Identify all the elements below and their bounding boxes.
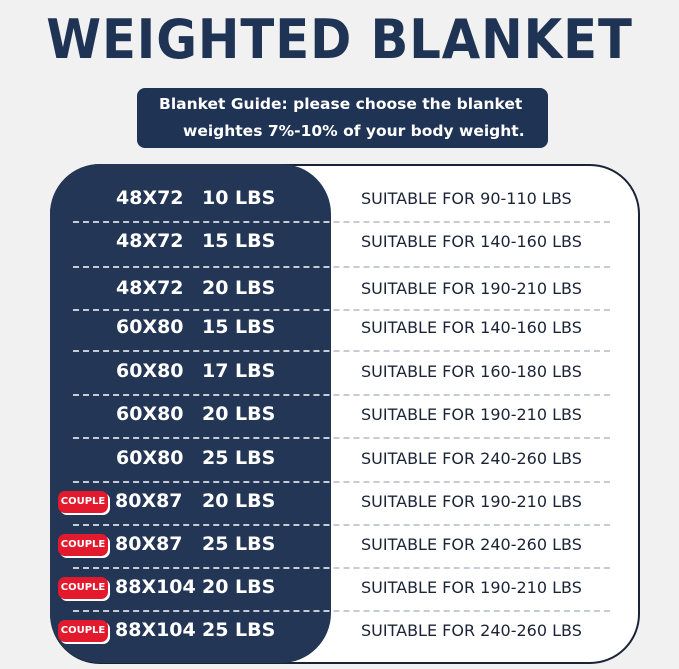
table-row: COUPLE 88X104 20 LBS SUITABLE FOR 190-210 L… <box>0 568 679 608</box>
table-row: COUPLE 88X104 25 LBS SUITABLE FOR 240-260 L… <box>0 611 679 651</box>
table-row: 48X72 10 LBS SUITABLE FOR 90-110 LBS <box>0 179 679 219</box>
row-divider <box>73 266 610 268</box>
row-divider <box>73 567 610 569</box>
suitable-range: SUITABLE FOR 240-260 LBS <box>361 449 582 468</box>
suitable-range: SUITABLE FOR 240-260 LBS <box>361 535 582 554</box>
table-row: COUPLE 80X87 25 LBS SUITABLE FOR 240-260 LB… <box>0 525 679 565</box>
blanket-size: 60X80 <box>116 360 184 382</box>
suitable-range: SUITABLE FOR 240-260 LBS <box>361 621 582 640</box>
blanket-weight: 15 LBS <box>202 230 276 252</box>
blanket-weight: 25 LBS <box>202 447 276 469</box>
guide-line-2: weightes 7%-10% of your body weight. <box>183 122 525 140</box>
row-divider <box>73 221 610 223</box>
blanket-size: 48X72 <box>116 277 184 299</box>
blanket-size: 48X72 <box>116 187 184 209</box>
blanket-size: 60X80 <box>116 447 184 469</box>
row-divider <box>73 610 610 612</box>
couple-badge: COUPLE <box>58 534 108 556</box>
blanket-guide-box: Blanket Guide: please choose the blanket… <box>137 88 548 148</box>
row-divider <box>73 394 610 396</box>
blanket-weight: 20 LBS <box>202 277 276 299</box>
suitable-range: SUITABLE FOR 90-110 LBS <box>361 189 572 208</box>
blanket-size: 80X87 <box>115 533 183 555</box>
guide-line-1: Blanket Guide: please choose the blanket <box>159 95 523 113</box>
blanket-size: 60X80 <box>116 403 184 425</box>
couple-badge: COUPLE <box>58 577 108 599</box>
row-divider <box>73 350 610 352</box>
blanket-weight: 20 LBS <box>202 490 276 512</box>
table-row: 60X80 17 LBS SUITABLE FOR 160-180 LBS <box>0 352 679 392</box>
table-row: COUPLE 80X87 20 LBS SUITABLE FOR 190-210 LB… <box>0 482 679 522</box>
table-row: 48X72 20 LBS SUITABLE FOR 190-210 LBS <box>0 269 679 309</box>
suitable-range: SUITABLE FOR 140-160 LBS <box>361 318 582 337</box>
page-title: WEIGHTED BLANKET <box>46 8 633 71</box>
blanket-weight: 15 LBS <box>202 316 276 338</box>
blanket-size: 80X87 <box>115 490 183 512</box>
row-divider <box>73 437 610 439</box>
blanket-size: 48X72 <box>116 230 184 252</box>
table-row: 60X80 20 LBS SUITABLE FOR 190-210 LBS <box>0 395 679 435</box>
suitable-range: SUITABLE FOR 140-160 LBS <box>361 232 582 251</box>
table-row: 60X80 15 LBS SUITABLE FOR 140-160 LBS <box>0 308 679 348</box>
suitable-range: SUITABLE FOR 190-210 LBS <box>361 405 582 424</box>
blanket-size: 88X104 <box>115 619 196 641</box>
blanket-weight: 20 LBS <box>202 576 276 598</box>
suitable-range: SUITABLE FOR 190-210 LBS <box>361 279 582 298</box>
row-divider <box>73 524 610 526</box>
blanket-weight: 20 LBS <box>202 403 276 425</box>
table-row: 60X80 25 LBS SUITABLE FOR 240-260 LBS <box>0 439 679 479</box>
suitable-range: SUITABLE FOR 160-180 LBS <box>361 362 582 381</box>
suitable-range: SUITABLE FOR 190-210 LBS <box>361 578 582 597</box>
blanket-weight: 25 LBS <box>202 619 276 641</box>
blanket-size: 60X80 <box>116 316 184 338</box>
suitable-range: SUITABLE FOR 190-210 LBS <box>361 492 582 511</box>
row-divider <box>73 481 610 483</box>
blanket-weight: 17 LBS <box>202 360 276 382</box>
couple-badge: COUPLE <box>58 620 108 642</box>
couple-badge: COUPLE <box>58 491 108 513</box>
blanket-weight: 10 LBS <box>202 187 276 209</box>
row-divider <box>73 309 610 311</box>
blanket-weight: 25 LBS <box>202 533 276 555</box>
table-row: 48X72 15 LBS SUITABLE FOR 140-160 LBS <box>0 222 679 262</box>
blanket-size: 88X104 <box>115 576 196 598</box>
